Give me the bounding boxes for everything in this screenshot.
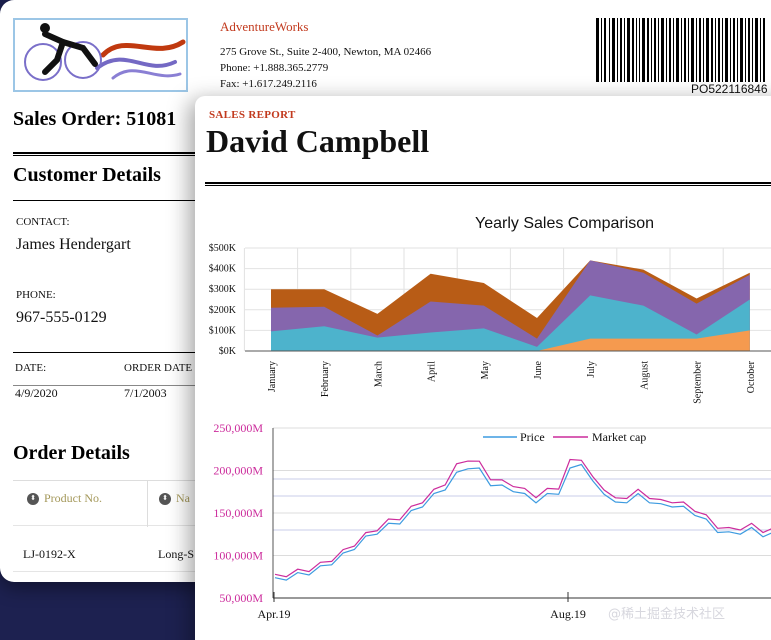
company-fax: Fax: +1.617.249.2116 [220, 78, 317, 90]
order-date-value: 7/1/2003 [124, 386, 167, 400]
salesperson-name: David Campbell [206, 123, 430, 159]
column-product-no[interactable]: ⬍ Product No. [27, 491, 102, 506]
y-tick-label: $200K [209, 305, 237, 316]
y-tick-label: $500K [209, 243, 237, 254]
sales-report-card: SALES REPORT David Campbell Yearly Sales… [195, 96, 771, 640]
line-chart: 50,000M 100,000M 150,000M 200,000M 250,000M A… [213, 421, 771, 621]
customer-details-heading: Customer Details [13, 164, 161, 186]
sort-icon[interactable]: ⬍ [159, 492, 171, 505]
x-tick-label: February [320, 361, 331, 397]
column-label: Na [176, 491, 190, 505]
company-name: AdventureWorks [220, 19, 309, 34]
contact-name: James Hendergart [16, 236, 131, 253]
order-date-label: ORDER DATE [124, 362, 193, 374]
company-address: 275 Grove St., Suite 2-400, Newton, MA 0… [220, 46, 432, 58]
x-tick-label: July [586, 361, 597, 378]
column-label: Product No. [44, 491, 102, 505]
area-series [537, 330, 750, 351]
y-tick-label: $0K [219, 346, 237, 357]
legend-label-mcap: Market cap [592, 430, 646, 444]
company-phone: Phone: +1.888.365.2779 [220, 62, 329, 74]
area-chart-title: Yearly Sales Comparison [475, 215, 655, 232]
date-value: 4/9/2020 [15, 386, 58, 400]
contact-label: CONTACT: [16, 216, 70, 228]
x-tick-label: October [746, 360, 757, 393]
price-series-line [274, 463, 771, 581]
phone-value: 967-555-0129 [16, 309, 107, 326]
phone-label: PHONE: [16, 289, 56, 301]
column-name[interactable]: ⬍ Na [159, 491, 190, 506]
x-tick-label: May [480, 361, 491, 379]
date-label: DATE: [15, 362, 47, 374]
x-tick-label: September [693, 360, 704, 403]
x-tick-label: August [639, 361, 650, 390]
x-tick-label: June [533, 360, 544, 379]
y-tick-label: $300K [209, 284, 237, 295]
x-tick-label: January [267, 361, 278, 392]
x-tick-label: April [427, 361, 438, 382]
cell-name: Long-S [158, 547, 194, 561]
cell-product-no: LJ-0192-X [23, 547, 76, 561]
x-tick-label: Apr.19 [258, 607, 291, 621]
y-tick-label: 150,000M [213, 506, 263, 520]
y-tick-label: $400K [209, 264, 237, 275]
y-tick-label: 200,000M [213, 464, 263, 478]
report-divider [205, 182, 771, 186]
y-tick-label: 50,000M [219, 591, 263, 605]
y-tick-label: 100,000M [213, 549, 263, 563]
column-divider [147, 481, 148, 527]
y-tick-label: 250,000M [213, 421, 263, 435]
sales-order-title: Sales Order: 51081 [13, 108, 177, 130]
x-tick-label: March [373, 361, 384, 387]
barcode [596, 18, 765, 82]
cyclist-logo-icon [24, 23, 186, 81]
watermark: @稀土掘金技术社区 [608, 607, 726, 622]
sort-icon[interactable]: ⬍ [27, 492, 39, 505]
order-details-heading: Order Details [13, 442, 130, 464]
x-tick-label: Aug.19 [550, 607, 586, 621]
company-logo [13, 18, 188, 92]
area-chart: $0K $100K $200K $300K $400K $500K January Febru… [209, 243, 771, 404]
market-cap-series-line [274, 458, 771, 578]
area-series [271, 295, 750, 351]
sales-report-label: SALES REPORT [209, 109, 296, 121]
po-number: PO522116846 [691, 82, 768, 96]
y-tick-label: $100K [209, 325, 237, 336]
legend-label-price: Price [520, 430, 545, 444]
